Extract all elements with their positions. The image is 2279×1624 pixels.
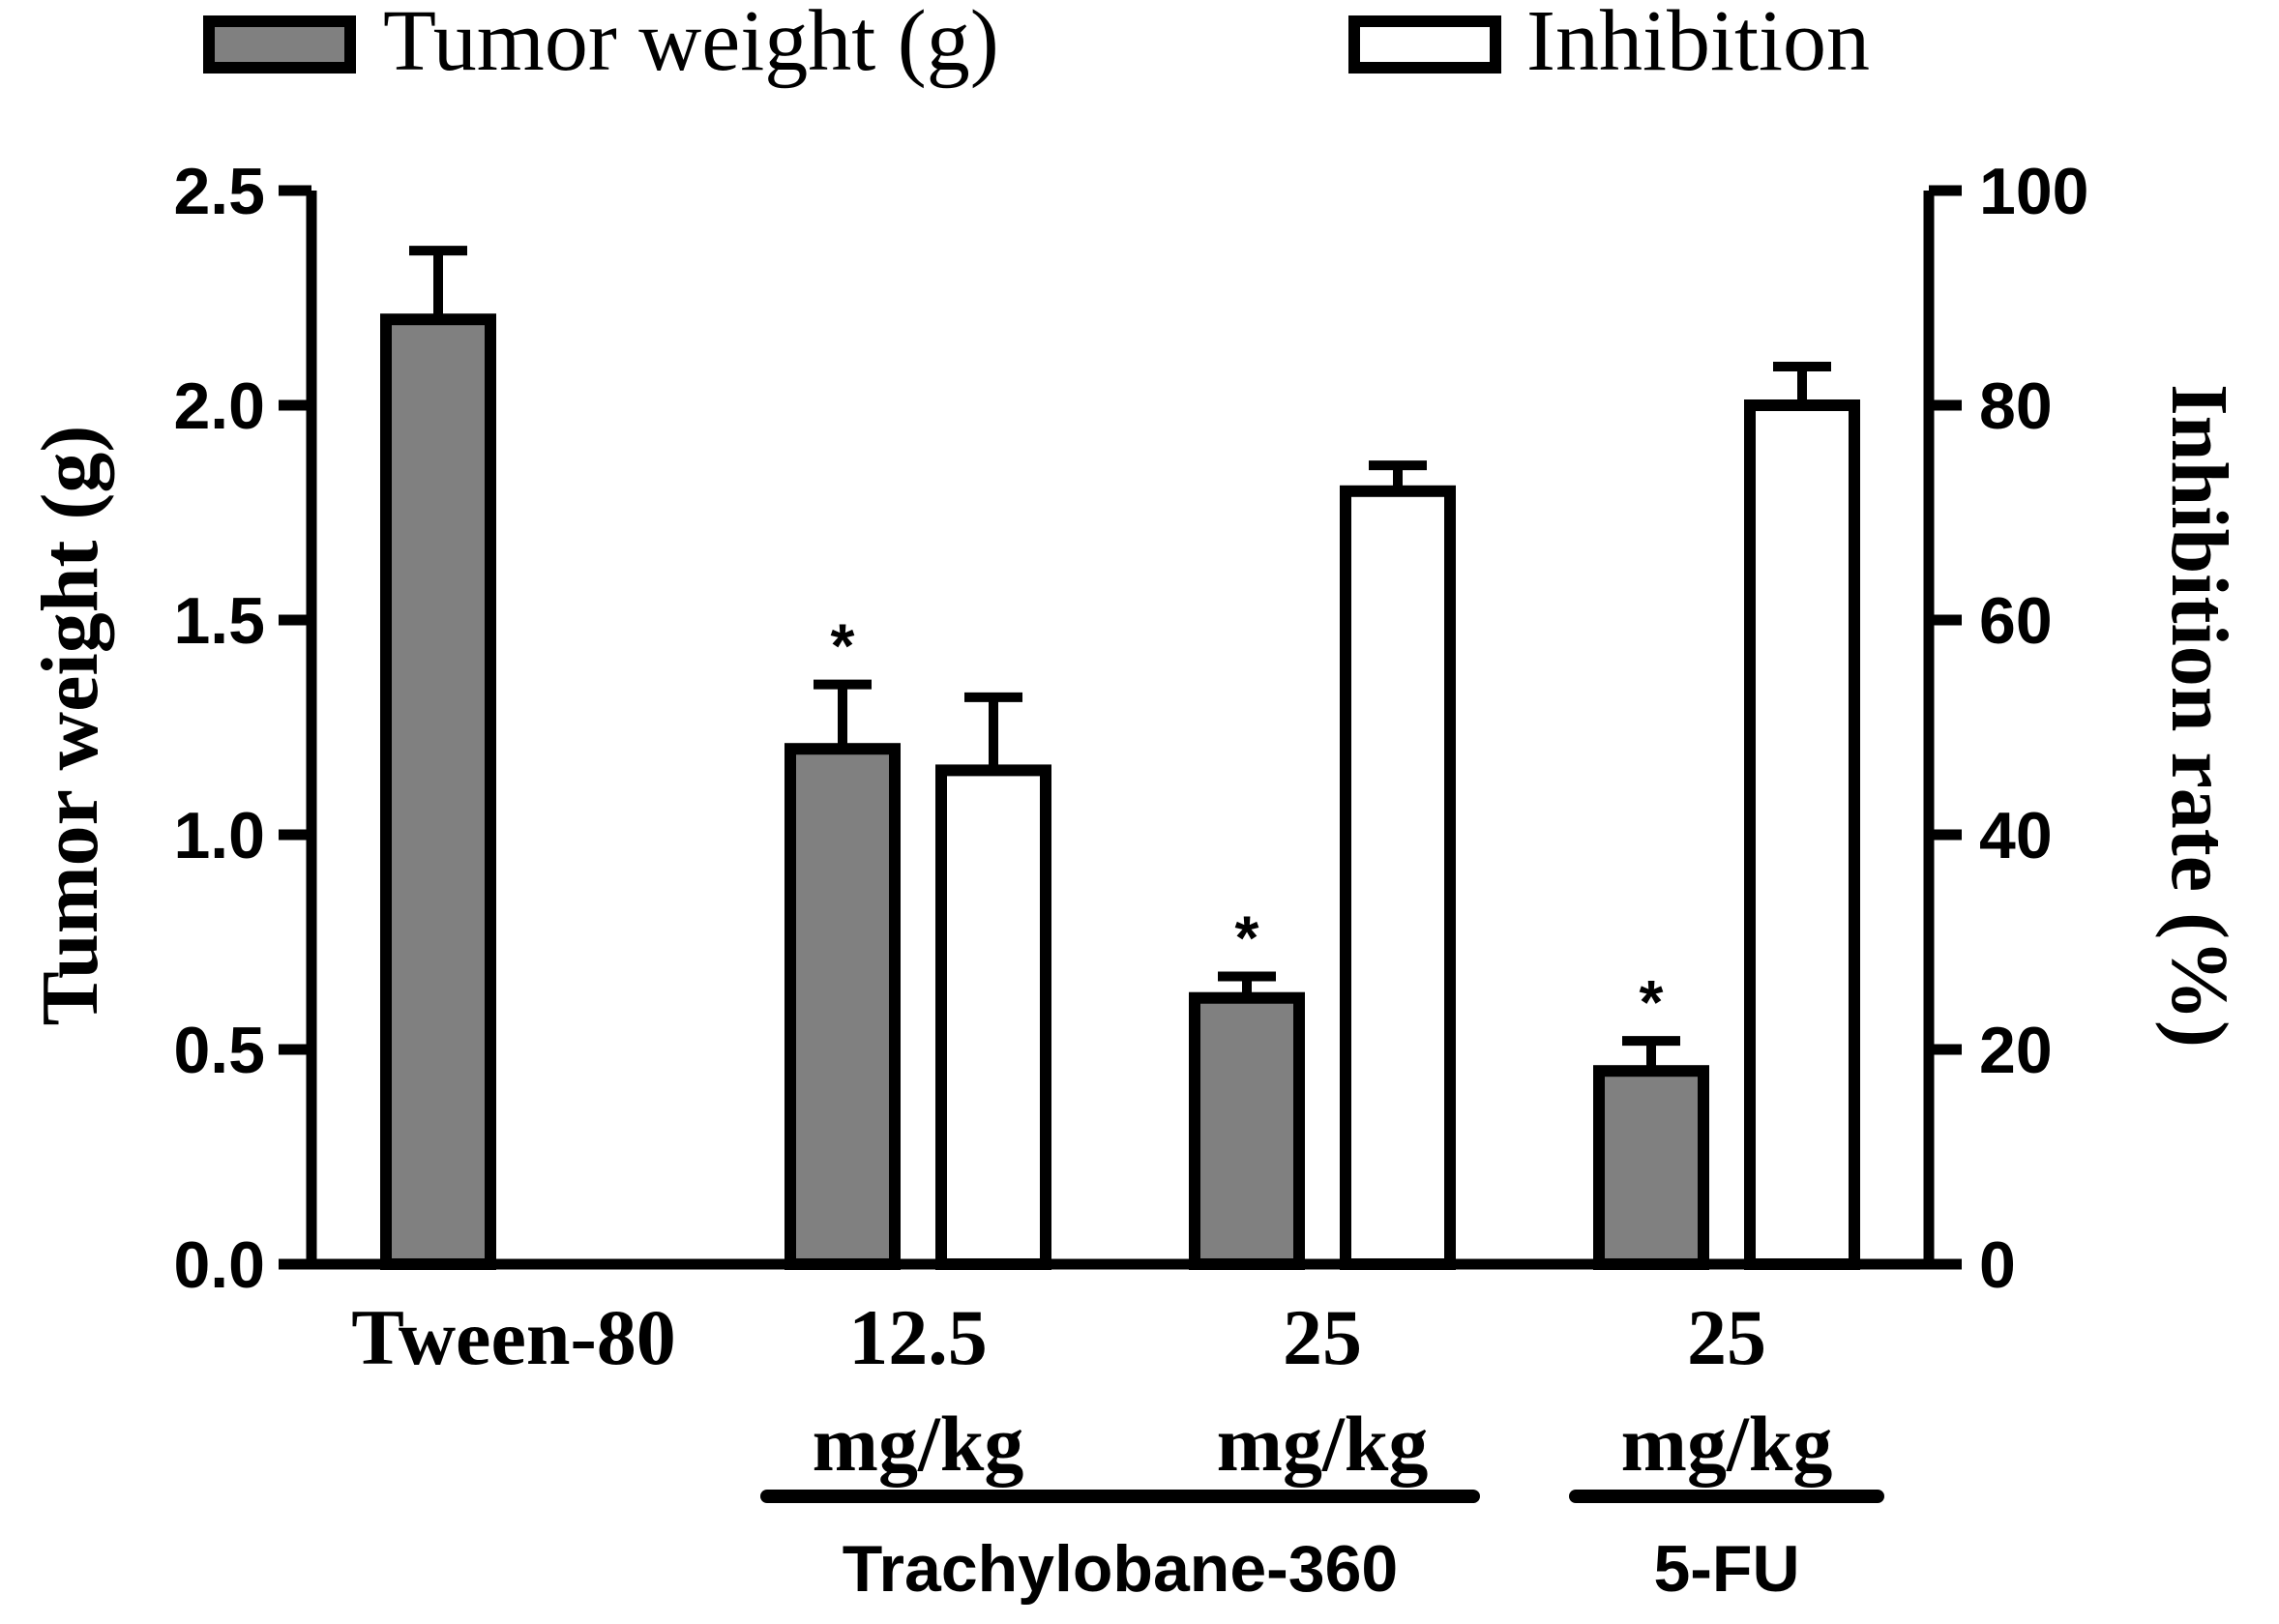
left-axis-tick-label: 2.5 xyxy=(173,155,265,228)
left-axis-title: Tumor weight (g) xyxy=(25,426,115,1026)
left-axis-tick-label: 0.0 xyxy=(173,1228,265,1302)
right-axis-tick-label: 80 xyxy=(1979,369,2053,443)
x-axis-label: 12.5 xyxy=(848,1293,988,1381)
x-axis-label: 25 xyxy=(1687,1293,1766,1381)
legend-label-inhibition: Inhibition xyxy=(1526,0,1870,89)
legend-label-tumor-weight: Tumor weight (g) xyxy=(383,0,999,89)
bar-tumor-weight xyxy=(784,743,901,1270)
bar-tumor-weight xyxy=(1189,991,1305,1270)
right-axis-tick-label: 100 xyxy=(1979,155,2088,228)
bars: * * * xyxy=(380,246,1860,1271)
significance-marker: * xyxy=(1235,903,1259,973)
x-axis-labels: Tween-80 12.5 mg/kg 25 mg/kg 25 mg/kg xyxy=(351,1293,1832,1488)
bar-inhibition xyxy=(1744,399,1860,1270)
group-label: Trachylobane-360 xyxy=(843,1532,1398,1606)
bar-tumor-weight xyxy=(380,313,496,1270)
axes: 0.0 0.5 1.0 1.5 2.0 2.5 0 20 40 60 80 100 xyxy=(173,155,2088,1302)
x-axis-label: Tween-80 xyxy=(351,1293,676,1381)
group-label: 5-FU xyxy=(1653,1532,1799,1606)
significance-marker: * xyxy=(831,611,855,681)
bar-tumor-weight xyxy=(1593,1065,1709,1270)
legend-swatch-tumor-weight xyxy=(203,15,356,74)
legend: Tumor weight (g) Inhibition xyxy=(203,0,1870,89)
bar-inhibition xyxy=(1340,485,1456,1270)
right-axis-tick-label: 60 xyxy=(1979,584,2053,658)
left-axis-tick-label: 2.0 xyxy=(173,369,265,443)
legend-swatch-inhibition xyxy=(1348,15,1501,74)
x-axis-label: 25 xyxy=(1283,1293,1362,1381)
x-axis-label-unit: mg/kg xyxy=(813,1400,1024,1488)
right-axis-tick-label: 40 xyxy=(1979,799,2053,872)
left-axis-tick-label: 0.5 xyxy=(173,1014,265,1087)
left-axis-tick-label: 1.5 xyxy=(173,584,265,658)
group-brackets: Trachylobane-360 5-FU xyxy=(760,1490,1884,1606)
x-axis-label-unit: mg/kg xyxy=(1621,1400,1833,1488)
right-axis-title: Inhibition rate (%) xyxy=(2154,384,2244,1048)
bar-inhibition xyxy=(935,764,1051,1271)
right-axis-tick-label: 20 xyxy=(1979,1014,2053,1087)
right-axis-tick-label: 0 xyxy=(1979,1228,2016,1302)
left-axis-tick-label: 1.0 xyxy=(173,799,265,872)
x-axis-label-unit: mg/kg xyxy=(1217,1400,1429,1488)
significance-marker: * xyxy=(1640,967,1664,1037)
